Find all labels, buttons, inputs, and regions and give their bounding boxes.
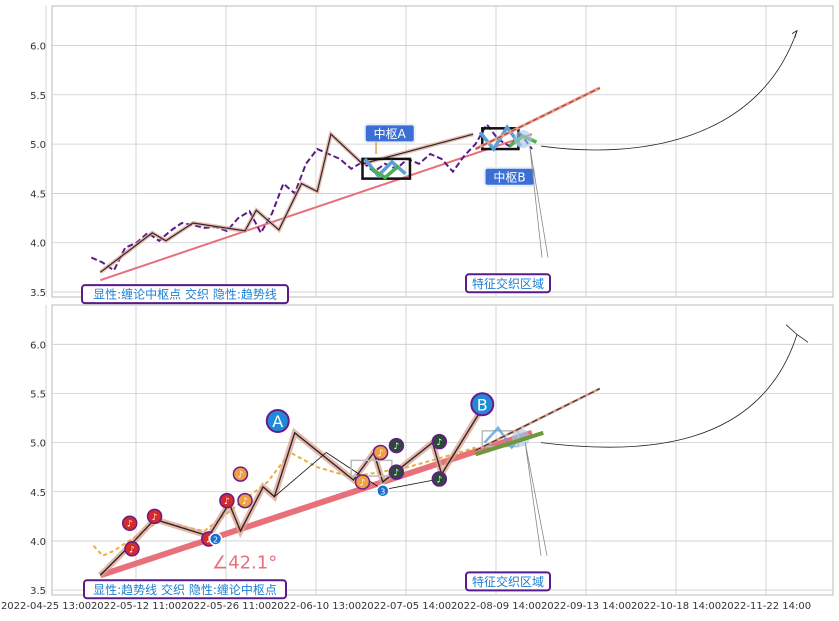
projection-line [475,388,601,451]
point-label: ♪ [436,438,442,448]
forecast-arrowhead [791,29,798,38]
x-tick-label: 2022-05-12 11:00 [91,601,181,612]
point-blue [208,532,223,546]
legend-box-box [83,579,287,600]
y-tick-label: 5.0 [30,140,46,151]
x-tick-label: 2022-11-22 14:00 [721,601,811,612]
point-label: ♪ [242,497,248,507]
point-red [146,508,163,525]
x-tick-label: 2022-05-26 11:00 [181,601,271,612]
point-label: ♪ [224,497,230,507]
region-label-text: 特征交织区域 [472,574,544,589]
y-tick-label: 4.5 [30,189,46,200]
x-tick-label: 2022-07-05 14:00 [361,601,451,612]
point-orange [372,444,389,461]
region-label-text: 特征交织区域 [472,276,544,291]
region-pointer [529,146,549,258]
price-series [92,446,476,557]
legend-box-text: 显性:趋势线 交织 隐性:缠论中枢点 [93,582,277,597]
point-red [121,515,138,531]
forecast-curve [540,334,798,448]
hub-b-label-text: 中枢B [493,169,525,184]
point-dark [431,471,448,487]
point-label: ♪ [378,449,384,459]
point-orange [237,492,253,509]
point-label: ♪ [436,476,442,486]
point-orange [232,466,249,482]
hub-b-glow [513,130,532,149]
price-series [90,122,533,272]
y-tick-label: 5.0 [30,439,46,450]
region-label-box [465,273,551,294]
point-blue [376,484,390,498]
trend-line [99,429,533,579]
plot-area [51,5,834,298]
marker-a [265,409,290,433]
forecast-arrowhead [785,324,809,343]
legend-box-box [81,284,289,305]
point-label: ♪ [152,513,158,523]
x-tick-label: 2022-08-09 14:00 [451,601,541,612]
point-dark [431,433,448,450]
y-tick-label: 3.5 [30,586,46,597]
point-dark [388,464,405,480]
projection-line [475,87,601,150]
point-label: ♪ [206,535,212,545]
region-label-box [465,571,551,592]
y-tick-label: 6.0 [30,340,46,351]
forecast-curve [540,30,798,151]
point-label: 2 [213,535,218,544]
marker-b [470,392,495,417]
connector-line [274,452,440,498]
y-tick-label: 5.5 [30,389,46,400]
trend-line [99,133,533,282]
point-label: ♪ [360,478,366,488]
y-tick-label: 4.0 [30,239,46,250]
marker-label: A [272,412,283,431]
point-dark [388,437,405,454]
y-tick-label: 6.0 [30,41,46,52]
x-tick-label: 2022-10-18 14:00 [631,601,721,612]
hub-a-zigzag-green [370,164,400,180]
marker-label: B [477,395,488,414]
point-red [124,541,140,557]
point-label: ♪ [394,469,400,479]
x-tick-label: 2022-06-10 13:00 [271,601,361,612]
x-tick-label: 2022-09-13 14:00 [541,601,631,612]
hub-a-label-box [363,123,416,144]
region-pointer [524,442,548,556]
point-label: 3 [380,487,385,496]
y-tick-label: 4.5 [30,488,46,499]
y-tick-label: 5.5 [30,91,46,102]
angle-label: ∠42.1° [212,552,277,573]
y-tick-label: 3.5 [30,288,46,299]
x-tick-label: 2022-04-25 13:00 [1,601,91,612]
y-tick-label: 4.0 [30,537,46,548]
stroke-series [99,133,474,273]
point-red [219,492,235,509]
point-label: ♪ [127,520,133,530]
hub-a-label-text: 中枢A [374,126,407,141]
bottom-panel: 3.54.04.55.05.56.0♪♪♪♪♪2♪♪♪♪3♪♪♪♪AB∠42.1… [30,304,834,600]
point-label: ♪ [238,471,244,481]
point-label: ♪ [394,442,400,452]
point-orange [354,474,371,490]
point-label: ♪ [129,545,135,555]
x-axis: 2022-04-25 13:00 2022-05-12 11:00 2022-05-… [1,601,811,612]
legend-box-text: 显性:缠论中枢点 交织 隐性:趋势线 [93,287,277,302]
green-trend [474,430,544,457]
